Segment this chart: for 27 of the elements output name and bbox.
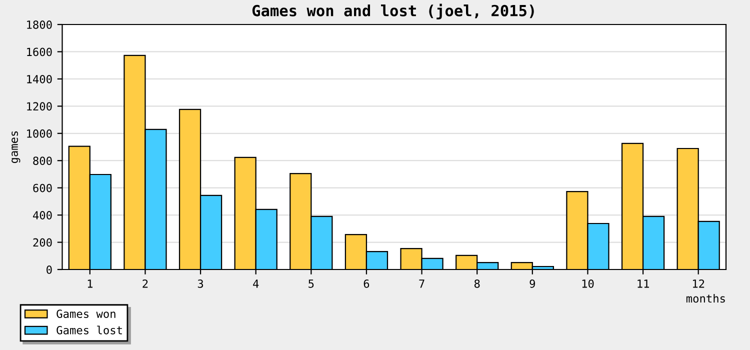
- x-tick-label: 1: [88, 280, 92, 288]
- legend-label: Games lost: [56, 326, 122, 334]
- x-axis-title: months: [686, 294, 725, 303]
- x-tick-label: 3: [198, 279, 204, 288]
- y-tick-label: 200: [33, 238, 52, 247]
- y-tick-label: 800: [33, 156, 52, 166]
- chart-title: Games won and lost (joel, 2015): [252, 4, 534, 20]
- y-tick-label: 1400: [27, 74, 52, 84]
- y-tick-label: 0: [46, 266, 52, 274]
- y-tick-label: 1800: [27, 20, 52, 29]
- x-tick-label: 11: [638, 280, 649, 288]
- y-tick-label: 600: [33, 184, 52, 192]
- y-tick-label: 1000: [27, 129, 52, 138]
- x-tick-label: 12: [692, 279, 704, 288]
- x-tick-label: 7: [419, 280, 424, 288]
- y-tick-label: 1200: [27, 102, 52, 111]
- x-tick-label: 9: [530, 279, 535, 288]
- x-tick-label: 8: [474, 279, 480, 288]
- legend-label: Games won: [56, 310, 116, 318]
- x-tick-label: 4: [253, 280, 259, 288]
- x-tick-label: 6: [364, 279, 370, 288]
- x-tick-label: 2: [142, 279, 148, 288]
- x-tick-label: 10: [582, 279, 594, 288]
- y-tick-label: 400: [33, 211, 52, 220]
- y-axis-title: games: [12, 131, 20, 164]
- y-tick-label: 1600: [27, 48, 52, 56]
- x-tick-label: 5: [308, 280, 314, 288]
